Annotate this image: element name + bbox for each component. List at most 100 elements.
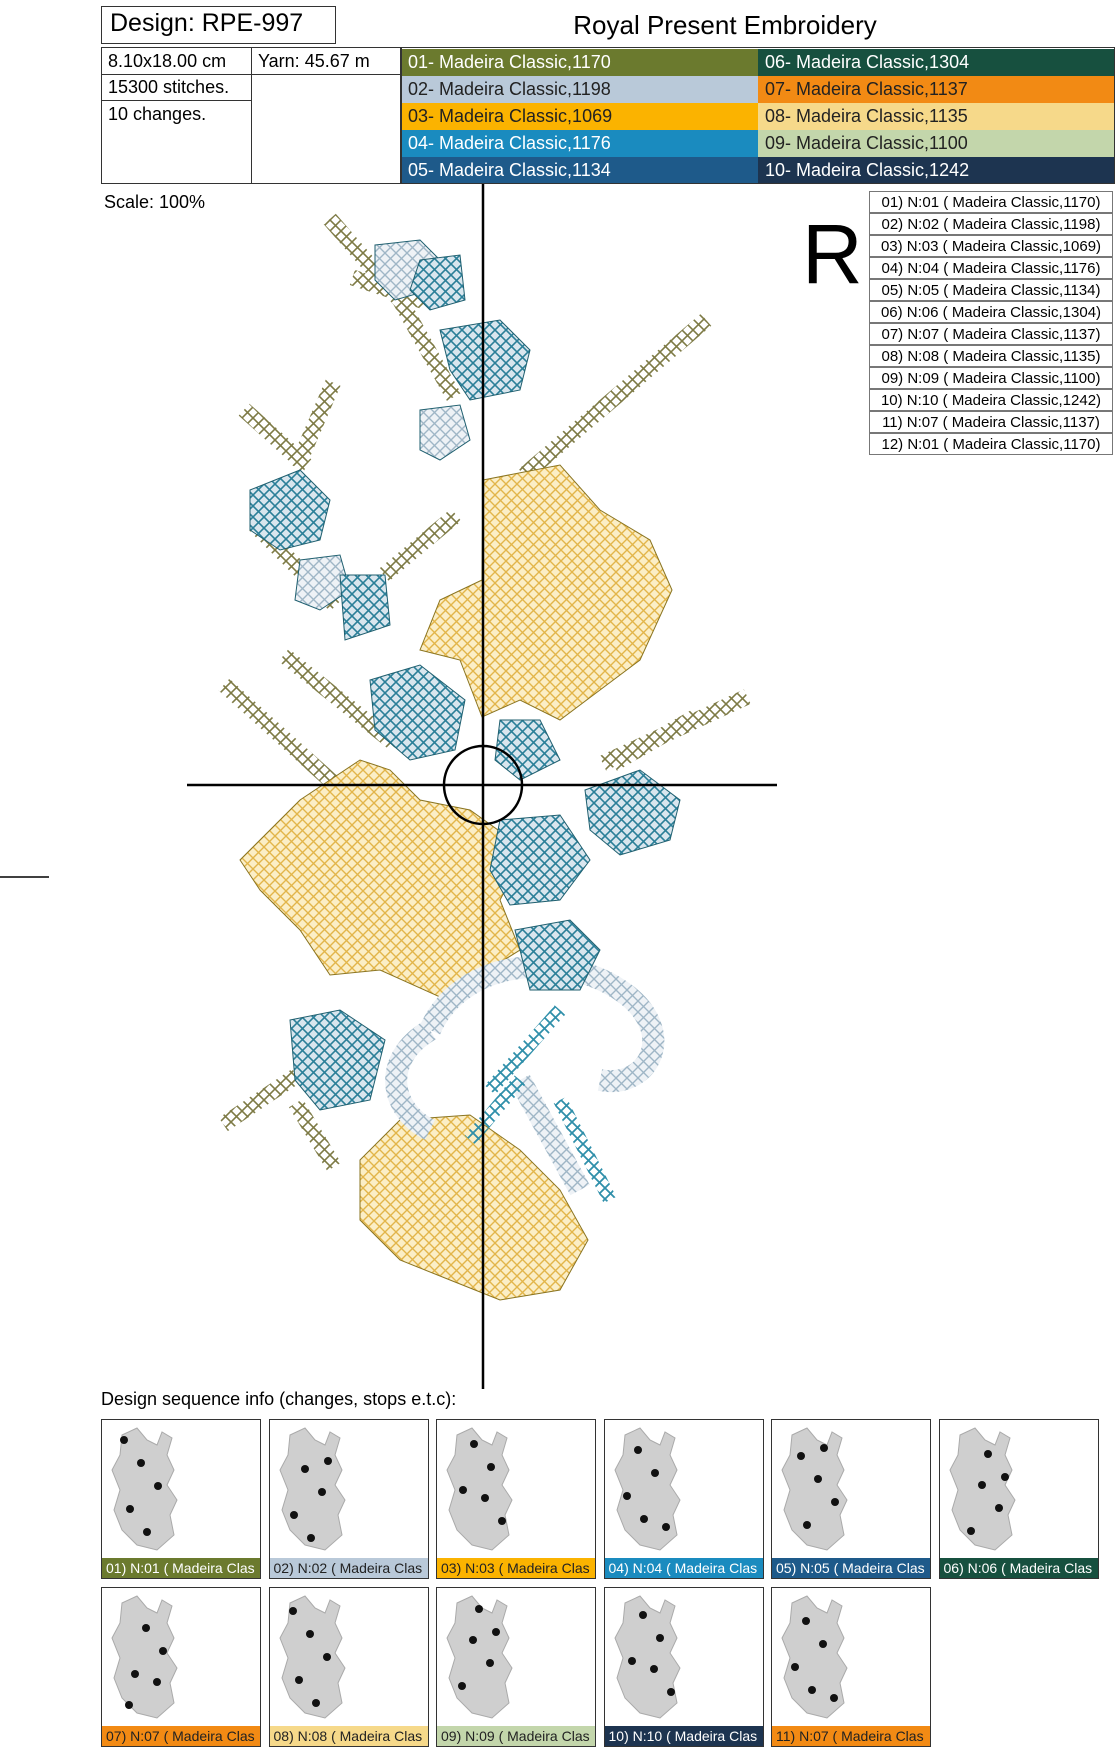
thumbnail-preview xyxy=(948,1427,1016,1551)
size: 8.10x18.00 cm xyxy=(108,51,227,71)
stitch-highlight xyxy=(306,1534,315,1542)
stitch-highlight xyxy=(808,1686,816,1694)
design-silhouette xyxy=(781,1595,848,1719)
thread-swatch: 04- Madeira Classic,1176 xyxy=(401,130,758,157)
stitch-highlight xyxy=(977,1481,986,1489)
thumbnail: 09) N:09 ( Madeira Clas xyxy=(436,1587,596,1747)
divider xyxy=(102,100,251,101)
thumbnail-label: 02) N:02 ( Madeira Clas xyxy=(269,1558,428,1578)
stitch-highlight xyxy=(1000,1473,1009,1481)
stitch-highlight xyxy=(814,1475,822,1483)
stems xyxy=(218,213,751,1171)
stitch-highlight xyxy=(289,1511,298,1519)
stitch-highlight xyxy=(300,1465,309,1473)
thumbnail: 03) N:03 ( Madeira Clas xyxy=(436,1419,596,1579)
stitch-highlight xyxy=(475,1605,483,1613)
stitch-highlight xyxy=(131,1670,139,1678)
sequence-item: 07) N:07 ( Madeira Classic,1137) xyxy=(869,323,1113,345)
stitch-highlight xyxy=(639,1515,648,1523)
sequence-item: 10) N:10 ( Madeira Classic,1242) xyxy=(869,389,1113,411)
stitch-highlight xyxy=(470,1440,478,1448)
stitch-highlight xyxy=(966,1527,975,1535)
thumbnail: 05) N:05 ( Madeira Clas xyxy=(771,1419,931,1579)
stitch-highlight xyxy=(305,1630,314,1638)
thread-swatch: 01- Madeira Classic,1170 xyxy=(401,49,758,76)
thread-swatch: 10- Madeira Classic,1242 xyxy=(758,157,1115,184)
thumbnail: 06) N:06 ( Madeira Clas xyxy=(938,1419,1099,1579)
stitch-highlight xyxy=(994,1504,1003,1512)
thumbnail-label: 10) N:10 ( Madeira Clas xyxy=(604,1726,763,1746)
thread-swatch: 06- Madeira Classic,1304 xyxy=(758,49,1115,76)
design-silhouette xyxy=(446,1595,513,1719)
thumbnail: 04) N:04 ( Madeira Clas xyxy=(603,1419,764,1579)
stitch-highlight xyxy=(622,1492,631,1500)
crosshair xyxy=(0,183,777,1389)
thumbnail-preview xyxy=(278,1427,346,1551)
divider xyxy=(251,48,252,184)
thumbnail-preview xyxy=(781,1427,848,1551)
orientation-mark: R xyxy=(802,207,863,301)
stitch-highlight xyxy=(311,1699,320,1707)
thumbnail: 07) N:07 ( Madeira Clas xyxy=(101,1587,261,1747)
thumbnail: 01) N:01 ( Madeira Clas xyxy=(101,1419,261,1579)
stitch-highlight xyxy=(486,1659,494,1667)
thumbnail-preview xyxy=(446,1595,513,1719)
thread-swatch: 05- Madeira Classic,1134 xyxy=(401,157,758,184)
sequence-item: 06) N:06 ( Madeira Classic,1304) xyxy=(869,301,1113,323)
thread-swatch: 08- Madeira Classic,1135 xyxy=(758,103,1115,130)
sequence-item: 08) N:08 ( Madeira Classic,1135) xyxy=(869,345,1113,367)
thread-swatch: 03- Madeira Classic,1069 xyxy=(401,103,758,130)
thumbnail-preview xyxy=(446,1427,513,1551)
thread-swatch: 09- Madeira Classic,1100 xyxy=(758,130,1115,157)
design-silhouette xyxy=(613,1595,681,1719)
design-silhouette xyxy=(111,1427,178,1551)
sequence-item: 02) N:02 ( Madeira Classic,1198) xyxy=(869,213,1113,235)
sequence-item: 05) N:05 ( Madeira Classic,1134) xyxy=(869,279,1113,301)
stitch-highlight xyxy=(803,1521,811,1529)
yarn: Yarn: 45.67 m xyxy=(258,51,370,71)
stitch-highlight xyxy=(797,1452,805,1460)
thumbnail: 08) N:08 ( Madeira Clas xyxy=(268,1587,429,1747)
stitch-highlight xyxy=(143,1528,151,1536)
stitch-highlight xyxy=(498,1517,506,1525)
sequence-title: Design sequence info (changes, stops e.t… xyxy=(101,1389,457,1409)
thumbnail-label: 06) N:06 ( Madeira Clas xyxy=(939,1558,1098,1578)
stitch-highlight xyxy=(638,1611,647,1619)
stitch-highlight xyxy=(487,1463,495,1471)
stitch-highlight xyxy=(661,1523,670,1531)
stitch-highlight xyxy=(288,1607,297,1615)
scale: Scale: 100% xyxy=(104,192,206,212)
thumbnail-label: 07) N:07 ( Madeira Clas xyxy=(102,1726,260,1746)
stitch-highlight xyxy=(126,1505,134,1513)
stitch-highlight xyxy=(469,1636,477,1644)
thumbnail-label: 09) N:09 ( Madeira Clas xyxy=(437,1726,595,1746)
design-id: Design: RPE-997 xyxy=(101,6,336,44)
thread-swatch: 07- Madeira Classic,1137 xyxy=(758,76,1115,103)
stitch-highlight xyxy=(819,1640,827,1648)
stitch-highlight xyxy=(831,1498,839,1506)
stitch-highlight xyxy=(294,1676,303,1684)
thumbnail-preview xyxy=(111,1595,178,1719)
embroidery-preview xyxy=(0,183,777,1389)
thumbnail: 11) N:07 ( Madeira Clas xyxy=(771,1587,931,1747)
thumbnail-label: 11) N:07 ( Madeira Clas xyxy=(772,1726,930,1746)
thumbnail-label: 04) N:04 ( Madeira Clas xyxy=(604,1558,763,1578)
sequence-item: 03) N:03 ( Madeira Classic,1069) xyxy=(869,235,1113,257)
thumbnail-preview xyxy=(781,1595,848,1719)
thread-swatch: 02- Madeira Classic,1198 xyxy=(401,76,758,103)
stitch-highlight xyxy=(650,1469,659,1477)
sequence-item: 01) N:01 ( Madeira Classic,1170) xyxy=(869,191,1113,213)
stitch-highlight xyxy=(137,1459,145,1467)
blue-flowers xyxy=(249,239,681,1111)
changes: 10 changes. xyxy=(108,104,207,124)
sequence-item: 04) N:04 ( Madeira Classic,1176) xyxy=(869,257,1113,279)
stitch-highlight xyxy=(125,1701,133,1709)
stitch-highlight xyxy=(820,1444,828,1452)
design-silhouette xyxy=(278,1427,346,1551)
design-title: Royal Present Embroidery xyxy=(573,10,877,40)
stitches: 15300 stitches. xyxy=(108,77,230,97)
thumbnail-preview xyxy=(111,1427,178,1551)
stitch-highlight xyxy=(322,1653,331,1661)
sequence-item: 09) N:09 ( Madeira Classic,1100) xyxy=(869,367,1113,389)
thumbnail-label: 01) N:01 ( Madeira Clas xyxy=(102,1558,260,1578)
